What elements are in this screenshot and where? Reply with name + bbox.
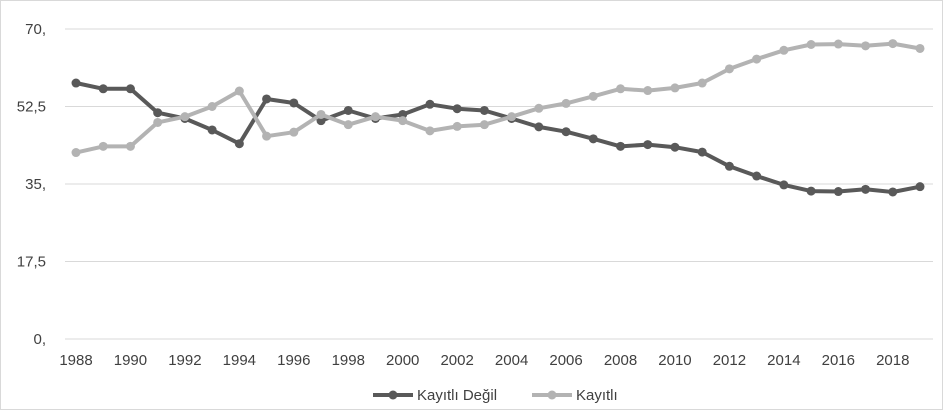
- data-point: [289, 127, 299, 137]
- data-point: [534, 103, 544, 113]
- x-tick-label: 2012: [713, 352, 746, 369]
- data-point: [153, 117, 163, 127]
- data-point: [180, 112, 190, 122]
- data-point: [861, 184, 871, 194]
- data-point: [643, 86, 653, 96]
- data-point: [507, 112, 517, 122]
- data-point: [262, 94, 272, 104]
- data-point: [779, 180, 789, 190]
- data-point: [588, 134, 598, 144]
- data-point: [561, 98, 571, 108]
- data-point: [752, 54, 762, 64]
- data-point: [888, 187, 898, 197]
- legend-item: Kayıtlı: [532, 387, 618, 404]
- x-tick-label: 2004: [495, 352, 528, 369]
- data-point: [479, 105, 489, 115]
- data-point: [207, 125, 217, 135]
- data-point: [452, 121, 462, 131]
- data-point: [915, 43, 925, 53]
- x-tick-label: 2010: [658, 352, 691, 369]
- data-point: [425, 126, 435, 136]
- x-axis-tick-labels: 1988 1990 1992 1994 1996 1998 2000 2002 2004 2006…: [59, 352, 909, 369]
- legend-label: Kayıtlı Değil: [417, 387, 497, 404]
- data-point: [370, 112, 380, 122]
- data-point: [316, 109, 326, 119]
- legend-swatch-marker: [388, 390, 398, 400]
- gridlines: [65, 28, 933, 340]
- x-tick-label: 2008: [604, 352, 637, 369]
- data-point: [806, 186, 816, 196]
- series-2: [71, 39, 925, 158]
- data-point: [616, 84, 626, 94]
- data-point: [915, 182, 925, 192]
- y-tick-label: 70,: [25, 21, 46, 38]
- data-point: [398, 116, 408, 126]
- data-point: [697, 78, 707, 88]
- data-point: [561, 127, 571, 137]
- x-tick-label: 1998: [332, 352, 365, 369]
- data-point: [153, 108, 163, 118]
- x-tick-label: 1990: [114, 352, 147, 369]
- data-point: [125, 141, 135, 151]
- data-point: [234, 86, 244, 96]
- data-point: [806, 40, 816, 49]
- data-point: [670, 83, 680, 93]
- data-point: [343, 105, 353, 115]
- legend-swatch-marker: [547, 390, 557, 400]
- data-point: [779, 45, 789, 55]
- series-layer: [71, 39, 925, 197]
- data-point: [670, 142, 680, 152]
- data-point: [98, 141, 108, 151]
- y-tick-label: 52,5: [17, 99, 46, 116]
- data-point: [861, 41, 871, 51]
- data-point: [697, 147, 707, 157]
- data-point: [724, 161, 734, 171]
- data-point: [343, 120, 353, 130]
- data-point: [833, 187, 843, 197]
- data-point: [398, 109, 408, 119]
- x-tick-label: 1992: [168, 352, 201, 369]
- legend-item: Kayıtlı Değil: [373, 387, 497, 404]
- series-1: [71, 78, 925, 197]
- data-point: [98, 84, 108, 94]
- data-point: [643, 140, 653, 150]
- data-point: [534, 122, 544, 132]
- x-tick-label: 2002: [440, 352, 473, 369]
- data-point: [616, 141, 626, 151]
- x-tick-label: 1988: [59, 352, 92, 369]
- data-point: [234, 139, 244, 149]
- data-point: [888, 39, 898, 49]
- y-axis-tick-labels: 0, 17,5 35, 52,5 70,: [17, 21, 46, 348]
- y-tick-label: 17,5: [17, 254, 46, 271]
- data-point: [289, 98, 299, 108]
- data-point: [724, 64, 734, 74]
- y-tick-label: 0,: [33, 331, 46, 348]
- x-tick-label: 2018: [876, 352, 909, 369]
- data-point: [452, 104, 462, 114]
- data-point: [479, 120, 489, 130]
- data-point: [316, 116, 326, 126]
- x-tick-label: 1994: [223, 352, 256, 369]
- series-line: [74, 41, 922, 155]
- data-point: [71, 148, 81, 158]
- x-tick-label: 1996: [277, 352, 310, 369]
- legend: Kayıtlı Değil Kayıtlı: [373, 387, 618, 404]
- x-tick-label: 2016: [822, 352, 855, 369]
- legend-label: Kayıtlı: [576, 387, 618, 404]
- series-line: [74, 81, 922, 194]
- x-tick-label: 2014: [767, 352, 800, 369]
- x-tick-label: 2000: [386, 352, 419, 369]
- data-point: [752, 171, 762, 181]
- x-tick-label: 2006: [549, 352, 582, 369]
- data-point: [125, 84, 135, 94]
- data-point: [833, 39, 843, 49]
- data-point: [262, 131, 272, 141]
- data-point: [425, 99, 435, 109]
- y-tick-label: 35,: [25, 176, 46, 193]
- data-point: [207, 102, 217, 111]
- data-point: [71, 78, 81, 88]
- data-point: [588, 91, 598, 101]
